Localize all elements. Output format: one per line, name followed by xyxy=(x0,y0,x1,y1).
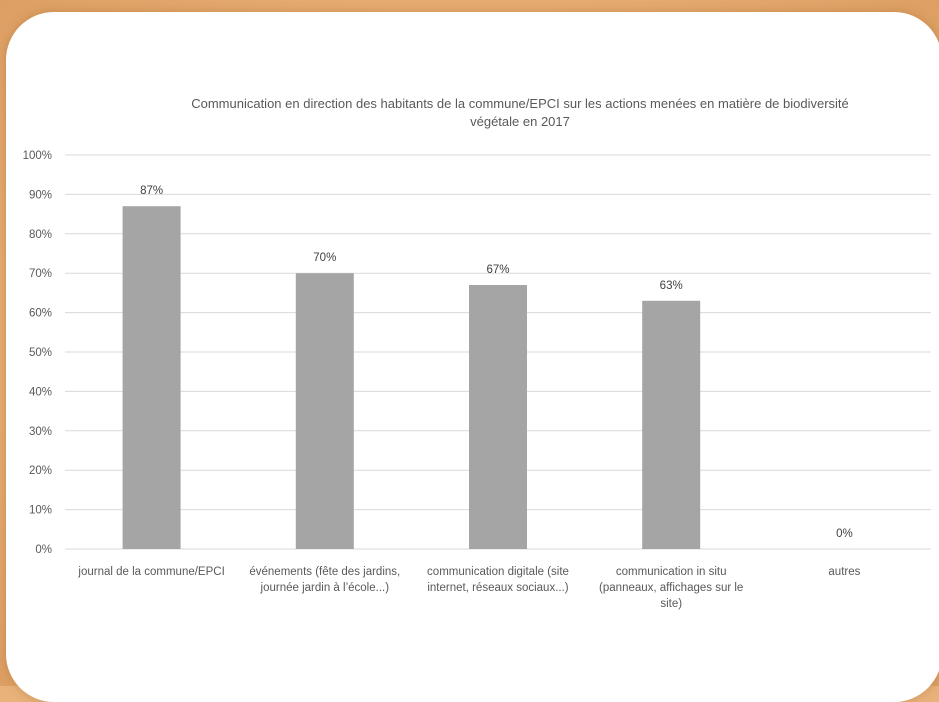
bars xyxy=(122,206,701,549)
y-axis-ticks: 0% 10% 20% 30% 40% 50% 60% 70% 80% 90% 100% xyxy=(23,150,52,556)
data-label: 67% xyxy=(486,264,509,276)
data-label: 70% xyxy=(313,252,336,264)
x-tick-label: communication in situ (panneaux, affichag… xyxy=(599,566,743,610)
data-label: 63% xyxy=(660,280,683,292)
chart-title: Communication en direction des habitants… xyxy=(191,96,849,129)
x-tick-label: communication digitale (site internet, ré… xyxy=(427,566,569,594)
y-tick-label: 80% xyxy=(29,229,52,241)
y-tick-label: 90% xyxy=(29,189,52,201)
data-label: 0% xyxy=(836,528,853,540)
bar xyxy=(122,206,181,549)
y-tick-label: 60% xyxy=(29,308,52,320)
x-tick-label: autres xyxy=(828,566,860,578)
bar xyxy=(469,285,527,549)
bar xyxy=(642,300,701,549)
y-tick-label: 30% xyxy=(29,426,52,438)
x-axis-labels: journal de la commune/EPCI événements (fê… xyxy=(77,566,860,610)
data-labels: 87% 70% 67% 63% 0% xyxy=(140,185,853,540)
bar xyxy=(295,273,354,549)
y-tick-label: 100% xyxy=(23,150,52,162)
y-tick-label: 0% xyxy=(35,544,52,556)
y-tick-label: 40% xyxy=(29,386,52,398)
x-tick-label: journal de la commune/EPCI xyxy=(77,566,224,578)
chart-plot: 0% 10% 20% 30% 40% 50% 60% 70% 80% 90% 100% 87% 70%… xyxy=(23,150,931,610)
y-tick-label: 50% xyxy=(29,347,52,359)
y-tick-label: 10% xyxy=(29,505,52,517)
y-tick-label: 20% xyxy=(29,465,52,477)
y-tick-label: 70% xyxy=(29,268,52,280)
data-label: 87% xyxy=(140,185,163,197)
x-tick-label: événements (fête des jardins, journée jar… xyxy=(249,566,400,594)
